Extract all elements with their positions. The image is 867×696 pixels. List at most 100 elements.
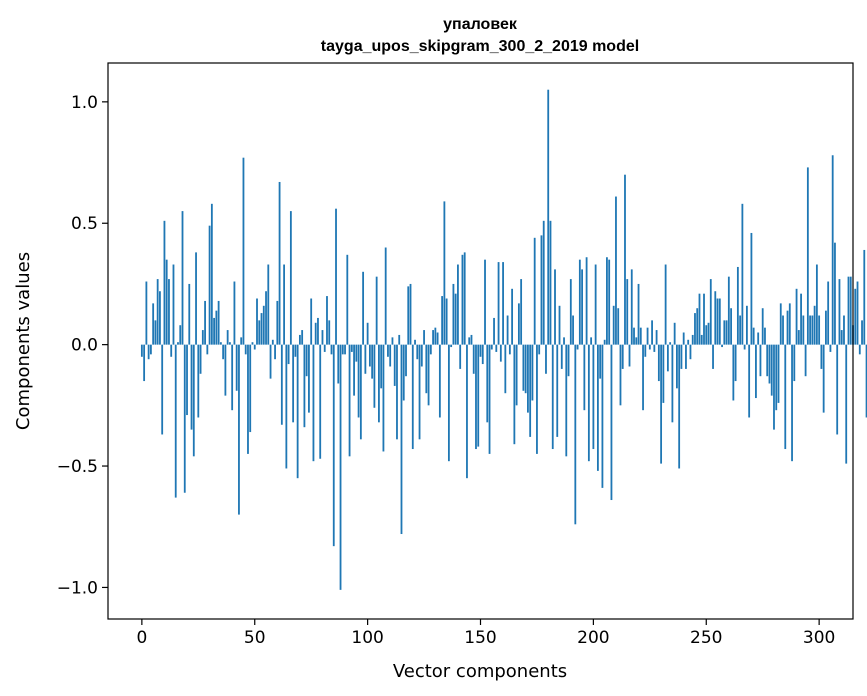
bar-91 (346, 254, 349, 345)
bar-319 (861, 320, 863, 345)
bar-312 (845, 344, 848, 464)
bar-308 (836, 344, 839, 435)
bar-90 (344, 344, 346, 355)
bar-143 (463, 252, 466, 345)
bar-96 (357, 344, 360, 418)
bar-4 (149, 344, 152, 355)
y-tick-label: 1.0 (71, 93, 98, 113)
bar-291 (797, 330, 800, 345)
bar-283 (779, 303, 782, 345)
bar-55 (265, 291, 267, 345)
bar-209 (612, 305, 615, 345)
bar-22 (190, 344, 193, 430)
bar-110 (389, 344, 392, 367)
bar-254 (714, 291, 717, 345)
bar-176 (538, 344, 541, 355)
bar-306 (831, 155, 834, 345)
bar-48 (249, 344, 252, 433)
bar-249 (703, 293, 705, 345)
bar-171 (527, 344, 529, 413)
bar-316 (854, 288, 857, 345)
bar-189 (567, 344, 570, 377)
bar-181 (549, 220, 552, 345)
x-axis-label: Vector components (393, 661, 567, 682)
bar-213 (621, 344, 624, 369)
bar-302 (822, 344, 825, 413)
bar-150 (479, 344, 482, 357)
bar-72 (303, 344, 306, 428)
bar-31 (210, 203, 213, 345)
bar-1 (143, 344, 146, 382)
bar-46 (244, 344, 247, 355)
bar-258 (723, 320, 726, 345)
bar-64 (285, 344, 288, 469)
bar-265 (739, 315, 742, 345)
bar-252 (709, 279, 712, 345)
bar-124 (420, 344, 423, 367)
bar-142 (461, 254, 464, 345)
bar-268 (745, 305, 748, 345)
bar-244 (691, 334, 694, 345)
bar-186 (560, 344, 563, 369)
bar-270 (750, 232, 753, 345)
bar-118 (407, 286, 410, 345)
bar-247 (698, 293, 701, 345)
bar-225 (648, 344, 651, 350)
bar-222 (642, 344, 644, 411)
bar-140 (457, 264, 459, 345)
bar-172 (529, 344, 532, 437)
bar-152 (484, 259, 486, 345)
bar-203 (599, 344, 602, 379)
bar-156 (493, 317, 495, 345)
bar-131 (436, 332, 439, 345)
bar-304 (827, 281, 830, 345)
bar-137 (450, 344, 453, 348)
bar-238 (678, 344, 681, 469)
bar-70 (298, 334, 301, 345)
bar-66 (289, 211, 292, 345)
bar-221 (639, 327, 642, 345)
bar-122 (416, 344, 419, 360)
bar-79 (319, 344, 322, 459)
bar-273 (757, 332, 760, 345)
bar-280 (773, 344, 775, 430)
bar-114 (398, 334, 401, 345)
bar-175 (536, 344, 538, 454)
bar-108 (384, 247, 387, 345)
bar-76 (312, 344, 315, 462)
bar-211 (617, 308, 620, 345)
bar-50 (253, 344, 256, 350)
bar-197 (585, 257, 588, 345)
bar-74 (308, 344, 310, 413)
bar-190 (569, 279, 572, 345)
bar-272 (755, 344, 757, 399)
bar-134 (443, 201, 446, 345)
bar-233 (666, 344, 669, 372)
x-tick-label: 50 (244, 628, 266, 648)
bar-294 (804, 344, 807, 377)
bar-23 (192, 344, 195, 457)
bar-133 (441, 296, 444, 345)
bar-111 (391, 337, 394, 345)
bar-184 (556, 344, 559, 437)
bar-164 (511, 288, 514, 345)
bar-82 (326, 296, 328, 345)
bar-19 (183, 344, 186, 493)
bar-242 (687, 339, 690, 345)
bar-32 (213, 317, 216, 345)
bar-69 (296, 344, 299, 479)
bar-167 (517, 303, 520, 345)
bar-256 (718, 298, 721, 345)
bar-132 (438, 344, 441, 418)
bar-60 (276, 300, 279, 345)
bar-159 (499, 344, 502, 362)
bar-77 (314, 322, 317, 345)
bar-21 (188, 283, 191, 345)
bar-199 (590, 337, 593, 345)
bar-130 (434, 327, 437, 345)
bar-207 (608, 259, 611, 345)
bar-83 (328, 320, 331, 345)
bar-158 (497, 262, 500, 345)
bar-292 (800, 293, 802, 345)
bar-155 (490, 344, 493, 350)
